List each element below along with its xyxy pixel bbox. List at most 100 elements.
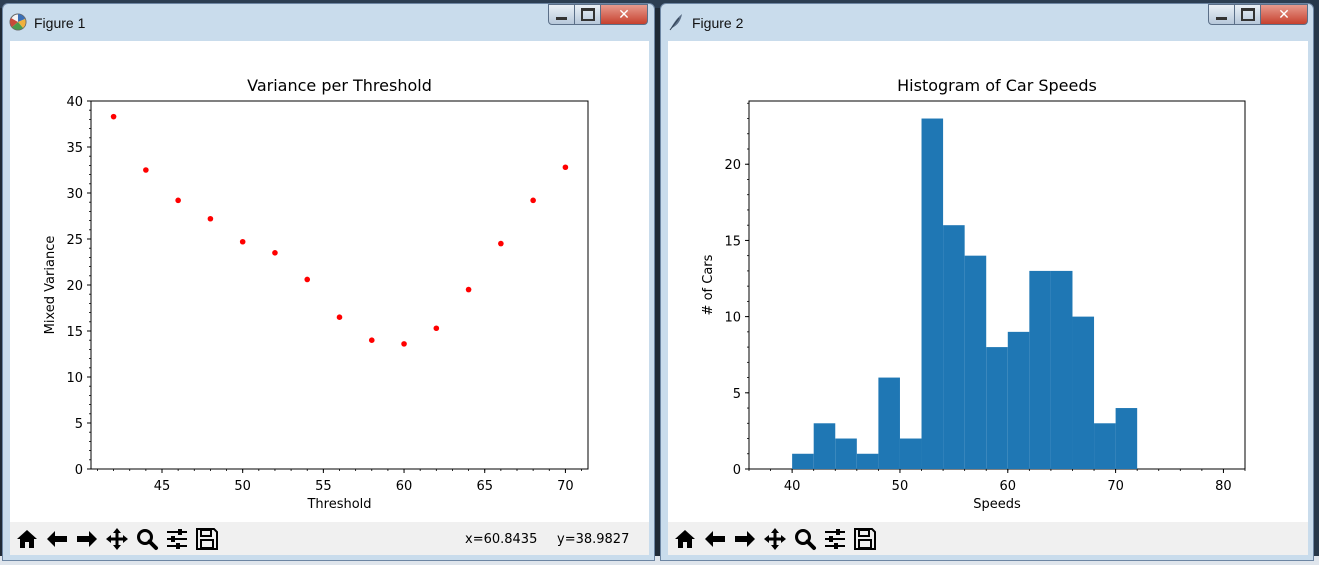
minimize-icon [1216,17,1227,20]
matplotlib-logo-icon [9,13,27,31]
cursor-x-readout: x=60.8435 [465,532,538,547]
maximize-button[interactable] [1235,4,1261,25]
data-point [465,286,472,293]
histogram-bar [986,347,1008,469]
cursor-y-readout: y=38.9827 [557,532,630,547]
histogram-bar [1050,270,1073,469]
pan-button[interactable] [103,525,131,553]
window-titlebar[interactable]: Figure 2 ✕ [661,4,1313,40]
x-tick-label: 80 [1215,479,1232,494]
data-point [562,164,569,171]
caption-buttons: ✕ [1208,4,1308,26]
histogram-plot[interactable]: 40 50 60 70 80 0 5 10 15 20 Histogram of Car Speed… [668,41,1308,522]
close-button[interactable]: ✕ [1261,4,1308,25]
home-button[interactable] [13,525,41,553]
x-tick-label: 40 [784,479,801,494]
window-title: Figure 1 [34,15,86,31]
feather-icon [669,14,682,31]
configure-subplots-button[interactable] [821,525,849,553]
forward-button[interactable] [731,525,759,553]
y-tick-label: 0 [733,463,741,478]
x-tick-label: 60 [396,479,413,494]
zoom-button[interactable] [133,525,161,553]
pan-icon [106,528,128,550]
zoom-button[interactable] [791,525,819,553]
histogram-bar [813,423,836,469]
figure-1-window[interactable]: Figure 1 ✕ 45 50 55 60 65 70 0 5 10 15 20 25 30 35 40 V… [2,3,655,561]
configure-subplots-icon [167,529,187,549]
x-tick-label: 60 [1000,479,1017,494]
x-tick-label: 50 [234,479,251,494]
maximize-button[interactable] [575,4,601,25]
save-icon [854,528,876,550]
scatter-plot[interactable]: 45 50 55 60 65 70 0 5 10 15 20 25 30 35 40 Variance per… [10,41,649,522]
maximize-icon [1240,8,1255,21]
data-point [304,276,311,283]
data-point [207,215,214,222]
y-tick-label: 20 [66,279,83,294]
chart-title: Histogram of Car Speeds [897,76,1097,95]
configure-subplots-button[interactable] [163,525,191,553]
histogram-bar [1115,408,1138,469]
data-point [175,197,181,204]
data-point [368,337,375,344]
data-point [401,341,407,347]
save-icon [196,528,218,550]
minimize-icon [556,17,567,20]
save-button[interactable] [193,525,221,553]
x-tick-label: 65 [476,479,493,494]
home-icon [17,530,37,548]
back-icon [47,531,67,547]
histogram-bar [964,255,987,469]
y-tick-label: 5 [733,387,741,402]
x-tick-label: 45 [154,479,171,494]
maximize-icon [580,8,595,21]
y-tick-label: 10 [66,371,83,386]
histogram-bar [921,118,944,470]
histogram-bar [1094,423,1116,469]
back-button[interactable] [43,525,71,553]
data-point [110,113,117,120]
forward-icon [735,531,755,547]
data-point [239,238,246,245]
x-axis-label: Threshold [306,497,371,512]
histogram-bar [792,453,814,469]
window-titlebar[interactable]: Figure 1 ✕ [3,4,654,40]
close-button[interactable]: ✕ [601,4,648,25]
zoom-icon [795,529,816,550]
y-tick-label: 10 [724,311,741,326]
desktop-background-bottom [0,556,1319,565]
y-tick-label: 40 [66,95,83,110]
figure-canvas[interactable]: 40 50 60 70 80 0 5 10 15 20 Histogram of Car Speed… [668,41,1308,555]
data-point [433,325,440,332]
x-tick-label: 70 [1107,479,1124,494]
close-icon: ✕ [618,6,630,23]
x-tick-label: 70 [557,479,574,494]
save-button[interactable] [851,525,879,553]
close-icon: ✕ [1278,6,1290,23]
y-axis-label: # of Cars [701,254,716,315]
minimize-button[interactable] [1208,4,1235,25]
x-tick-label: 55 [315,479,332,494]
y-tick-label: 30 [66,187,83,202]
data-point [530,197,536,204]
histogram-bar [1029,270,1051,469]
back-icon [705,531,725,547]
forward-button[interactable] [73,525,101,553]
home-button[interactable] [671,525,699,553]
figure-2-window[interactable]: Figure 2 ✕ 40 50 60 70 80 0 5 10 15 20 Histogram o… [660,3,1314,561]
back-button[interactable] [701,525,729,553]
y-tick-label: 15 [724,234,741,249]
pan-button[interactable] [761,525,789,553]
figure-canvas[interactable]: 45 50 55 60 65 70 0 5 10 15 20 25 30 35 40 Variance per… [10,41,649,555]
data-point [272,250,278,256]
pan-icon [764,528,786,550]
axes-frame [90,100,589,470]
y-tick-label: 25 [66,233,83,248]
histogram-bar [856,453,879,469]
window-title: Figure 2 [692,15,744,31]
configure-subplots-icon [825,529,845,549]
minimize-button[interactable] [548,4,575,25]
histogram-bar [943,225,965,469]
desktop-background-top [0,0,1319,8]
